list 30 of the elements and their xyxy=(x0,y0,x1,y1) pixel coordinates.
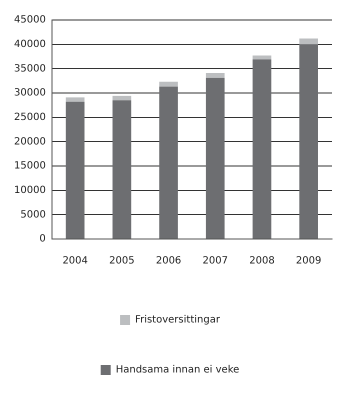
bar xyxy=(66,97,84,102)
x-tick-label: 2005 xyxy=(109,256,135,267)
x-tick-label: 2004 xyxy=(62,256,88,267)
y-tick-label: 45000 xyxy=(14,14,46,26)
y-tick-label: 20000 xyxy=(14,136,46,148)
x-tick-label: 2006 xyxy=(156,256,182,267)
y-tick-label: 25000 xyxy=(14,112,46,123)
bar xyxy=(66,102,84,238)
x-tick-label: 2009 xyxy=(296,256,322,267)
y-tick-label: 35000 xyxy=(14,63,46,74)
bar xyxy=(206,73,225,78)
bar xyxy=(159,82,178,87)
y-tick-label: 30000 xyxy=(14,88,46,99)
y-tick-label: 5000 xyxy=(20,209,46,220)
y-tick-label: 10000 xyxy=(14,184,46,196)
bar xyxy=(252,56,272,60)
bar xyxy=(112,96,132,100)
x-tick-label: 2007 xyxy=(202,256,228,267)
bar xyxy=(252,59,272,238)
y-tick-label: 0 xyxy=(39,234,46,245)
bar xyxy=(299,38,318,44)
legend-label: Fristoversittingar xyxy=(135,314,221,326)
x-tick-label: 2008 xyxy=(249,256,275,267)
y-tick-label: 40000 xyxy=(14,38,46,50)
legend-label: Handsama innan ei veke xyxy=(116,364,240,376)
y-tick-label: 15000 xyxy=(14,160,46,172)
bar xyxy=(206,78,225,238)
bar xyxy=(299,44,318,238)
bar xyxy=(112,100,132,238)
bar xyxy=(159,86,178,238)
